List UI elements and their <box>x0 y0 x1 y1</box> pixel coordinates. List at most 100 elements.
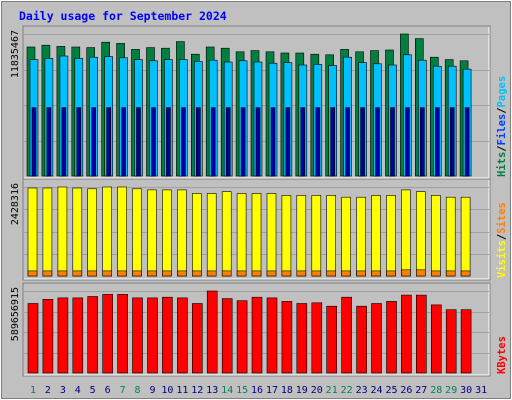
bar-sites-day-27 <box>415 269 426 277</box>
y-max-label: 589656915 <box>10 287 21 341</box>
bar-kbytes-day-26 <box>401 294 412 374</box>
bar-kbytes-day-21 <box>326 305 338 374</box>
legend-item: / <box>496 107 508 113</box>
bar-kbytes-day-25 <box>386 301 397 374</box>
bar-pages-day-12 <box>196 107 201 177</box>
panel-visits-sites: 2428316 Visits/Sites <box>10 178 508 281</box>
bar-visits-day-2 <box>42 187 53 277</box>
x-tick-label-day-13: 13 <box>206 385 218 396</box>
bar-visits-day-16 <box>251 193 262 277</box>
bar-sites-day-12 <box>192 270 202 277</box>
bar-visits-day-3 <box>57 186 68 277</box>
bar-sites-day-17 <box>266 270 277 277</box>
y-max-label: 2428316 <box>10 183 21 225</box>
bar-visits-day-20 <box>311 195 322 277</box>
x-tick-label-day-31: 31 <box>475 385 487 396</box>
x-tick-label-day-17: 17 <box>266 385 278 396</box>
bar-sites-day-29 <box>445 270 456 277</box>
bar-pages-day-26 <box>405 107 410 177</box>
bar-kbytes-day-11 <box>177 297 188 374</box>
legend-item: Pages <box>496 76 508 108</box>
bar-pages-day-15 <box>240 107 246 177</box>
bar-pages-day-17 <box>270 107 276 177</box>
bar-pages-day-28 <box>434 107 440 177</box>
x-tick-label-day-23: 23 <box>356 385 368 396</box>
x-tick-label-day-26: 26 <box>400 385 412 396</box>
bar-sites-day-9 <box>147 270 157 277</box>
bar-visits-day-29 <box>445 196 456 277</box>
x-tick-label-day-29: 29 <box>445 385 457 396</box>
bar-pages-day-23 <box>360 107 365 177</box>
bar-pages-day-29 <box>449 107 455 177</box>
bar-pages-day-1 <box>31 107 37 177</box>
bar-visits-day-4 <box>72 187 83 277</box>
bar-pages-day-25 <box>390 107 395 177</box>
bar-pages-day-24 <box>375 107 380 177</box>
bar-sites-day-7 <box>117 270 127 277</box>
y-max-label: 11835467 <box>10 30 21 78</box>
bar-sites-day-3 <box>57 270 68 277</box>
bar-kbytes-day-1 <box>27 303 39 374</box>
panel-kbytes: 589656915 KBytes <box>10 282 508 377</box>
bar-visits-day-18 <box>281 195 292 277</box>
bar-sites-day-6 <box>102 270 112 277</box>
x-axis-day-labels: 1 2 3 4 5 6 7 8 9 10 11 12 13 14 15 16 17 18 19 20 21 22 23 24 2… <box>30 385 487 396</box>
x-tick-label-day-14: 14 <box>221 385 233 396</box>
bar-visits-day-6 <box>102 186 112 277</box>
chart-title: Daily usage for September 2024 <box>19 9 227 23</box>
bar-kbytes-day-9 <box>147 297 158 374</box>
bar-pages-day-22 <box>345 107 350 177</box>
legend-item: Hits <box>496 152 508 177</box>
bar-sites-day-24 <box>371 270 381 277</box>
bar-sites-day-20 <box>311 270 322 277</box>
chart-panels: 11835467Hits/Files/Pages2428316Visits/Si… <box>10 25 508 377</box>
bar-sites-day-19 <box>296 270 307 277</box>
x-tick-label-day-8: 8 <box>134 385 140 396</box>
bar-visits-day-24 <box>371 195 381 277</box>
bar-kbytes-day-8 <box>132 297 143 374</box>
bar-kbytes-day-4 <box>72 297 84 374</box>
bar-visits-day-13 <box>206 193 217 277</box>
bar-kbytes-day-7 <box>117 294 128 374</box>
x-tick-label-day-25: 25 <box>385 385 397 396</box>
bar-sites-day-4 <box>72 270 83 277</box>
legend-visits-sites: Visits/Sites <box>496 202 508 278</box>
bar-visits-day-1 <box>27 187 38 277</box>
bar-kbytes-day-27 <box>415 294 427 374</box>
x-tick-label-day-2: 2 <box>45 385 51 396</box>
series-kbytes <box>27 290 472 374</box>
bar-sites-day-21 <box>326 270 337 277</box>
x-tick-label-day-30: 30 <box>460 385 472 396</box>
legend-item: KBytes <box>496 336 508 374</box>
bar-sites-day-10 <box>162 270 172 277</box>
bar-kbytes-day-6 <box>102 294 113 374</box>
x-tick-label-day-7: 7 <box>120 385 126 396</box>
bar-kbytes-day-30 <box>460 309 472 374</box>
bar-visits-day-17 <box>266 193 277 277</box>
bar-sites-day-28 <box>430 270 441 277</box>
bar-kbytes-day-5 <box>87 296 98 374</box>
x-tick-label-day-18: 18 <box>281 385 293 396</box>
bar-visits-day-7 <box>117 186 127 277</box>
bar-pages-day-10 <box>166 107 171 177</box>
bar-pages-day-20 <box>315 107 321 177</box>
x-tick-label-day-11: 11 <box>176 385 188 396</box>
x-tick-label-day-24: 24 <box>370 385 382 396</box>
bar-pages-day-14 <box>225 107 231 177</box>
bar-visits-day-11 <box>177 189 187 277</box>
x-tick-label-day-16: 16 <box>251 385 263 396</box>
legend-item: / <box>496 234 508 240</box>
x-tick-label-day-5: 5 <box>90 385 96 396</box>
bar-visits-day-23 <box>356 196 366 277</box>
bar-sites-day-25 <box>386 270 396 277</box>
bar-visits-day-10 <box>162 189 172 277</box>
bar-visits-day-25 <box>386 195 396 277</box>
bar-visits-day-28 <box>430 195 441 277</box>
bar-sites-day-14 <box>221 270 232 277</box>
bar-visits-day-5 <box>87 188 97 277</box>
bar-pages-day-11 <box>181 107 186 177</box>
bar-pages-day-30 <box>464 107 470 177</box>
